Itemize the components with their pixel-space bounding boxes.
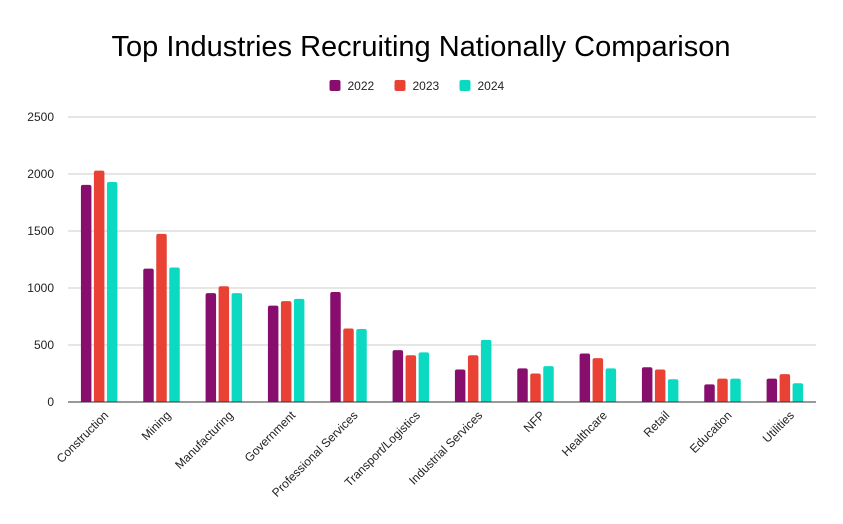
bar-2023-8 — [592, 358, 604, 402]
legend-swatch-2022 — [329, 80, 341, 91]
legend-label-2023: 2023 — [413, 79, 440, 93]
x-tick-label: Mining — [139, 408, 174, 443]
bar-2023-7 — [530, 373, 541, 402]
x-tick-label: Government — [242, 408, 299, 465]
y-tick-label: 1000 — [27, 281, 54, 295]
x-tick-label: Retail — [641, 408, 673, 440]
x-tick-label: Manufacturing — [172, 408, 236, 472]
bar-2023-1 — [156, 233, 167, 402]
y-tick-label: 2500 — [27, 110, 54, 124]
bar-2024-1 — [169, 267, 180, 402]
x-tick-label: Construction — [54, 408, 112, 466]
bar-2022-10 — [704, 384, 715, 402]
y-tick-label: 0 — [47, 395, 54, 409]
bar-2022-5 — [392, 350, 404, 402]
bar-2023-11 — [779, 374, 791, 402]
x-tick-label: Healthcare — [559, 408, 610, 459]
bar-2024-7 — [543, 366, 554, 402]
bar-2023-3 — [280, 301, 292, 402]
bar-2023-9 — [654, 369, 666, 402]
legend-label-2022: 2022 — [348, 79, 375, 93]
bar-2024-0 — [106, 181, 118, 402]
x-tick-label: NFP — [521, 408, 548, 435]
bar-2023-4 — [343, 328, 354, 402]
bar-2024-6 — [480, 339, 492, 402]
bar-2022-4 — [330, 291, 341, 402]
bar-2023-2 — [218, 286, 230, 402]
chart-title: Top Industries Recruiting Nationally Com… — [112, 31, 731, 63]
legend-label-2024: 2024 — [478, 79, 505, 93]
bar-2022-6 — [454, 369, 466, 402]
bar-2024-5 — [418, 352, 430, 402]
bar-2024-8 — [605, 368, 617, 402]
bar-2024-4 — [356, 329, 367, 402]
legend-swatch-2024 — [459, 80, 471, 91]
bar-2022-2 — [205, 293, 217, 402]
bar-2024-3 — [293, 298, 305, 402]
bar-2024-11 — [792, 383, 804, 402]
y-tick-label: 1500 — [27, 224, 54, 238]
legend: 2022 2023 2024 — [329, 79, 505, 93]
bar-2022-11 — [766, 378, 778, 402]
x-tick-label: Utilities — [760, 408, 797, 445]
y-tick-label: 2000 — [27, 167, 54, 181]
bar-2022-0 — [80, 184, 92, 402]
bar-2022-3 — [267, 305, 279, 402]
bar-2024-9 — [667, 379, 679, 402]
bar-2023-10 — [717, 378, 728, 402]
bar-2023-5 — [405, 355, 417, 402]
bar-2023-0 — [93, 170, 105, 402]
bar-2022-7 — [517, 368, 528, 402]
gridlines — [68, 116, 816, 346]
bar-2023-6 — [467, 355, 479, 402]
y-axis: 0 500 1000 1500 2000 2500 — [27, 110, 54, 409]
bar-2022-1 — [143, 268, 154, 402]
bars — [80, 170, 804, 402]
x-tick-label: Education — [687, 408, 735, 456]
bar-2022-9 — [641, 367, 653, 402]
y-tick-label: 500 — [34, 338, 54, 352]
legend-swatch-2023 — [394, 80, 406, 91]
bar-2024-2 — [231, 293, 243, 402]
bar-2022-8 — [579, 353, 591, 402]
bar-2024-10 — [730, 378, 741, 402]
